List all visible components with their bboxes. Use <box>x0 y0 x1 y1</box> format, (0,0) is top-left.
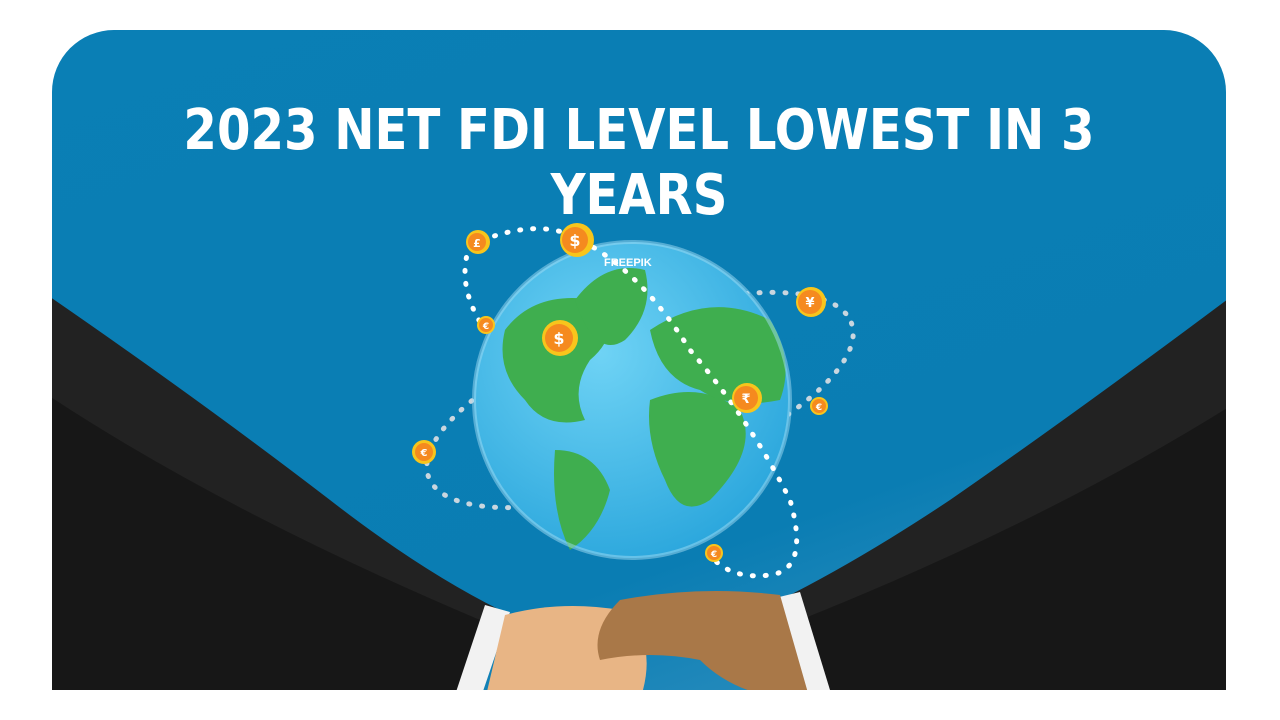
coin-dollar-icon: $ <box>560 223 594 257</box>
right-cuff <box>775 592 830 690</box>
coin-euro-icon: € <box>810 397 828 415</box>
svg-text:€: € <box>815 403 822 413</box>
coin-euro-icon: € <box>477 316 495 334</box>
watermark: FREEPIK <box>604 257 652 269</box>
coin-dollar-icon: $ <box>542 320 578 356</box>
svg-text:€: € <box>420 448 428 459</box>
svg-text:$: $ <box>553 329 564 348</box>
headline: 2023 NET FDI LEVEL LOWEST IN 3 YEARS <box>183 98 1095 228</box>
svg-text:€: € <box>482 322 489 332</box>
coin-euro-icon: € <box>412 440 436 464</box>
orbit-path <box>424 289 856 511</box>
coin-yen-icon: ¥ <box>796 287 826 317</box>
coin-rupee-icon: ₹ <box>732 383 762 413</box>
coin-euro-icon: € <box>705 544 723 562</box>
svg-text:€: € <box>710 550 717 560</box>
left-cuff <box>456 605 510 690</box>
svg-text:$: $ <box>569 231 580 250</box>
coin-pound-icon: £ <box>466 230 490 254</box>
right-hand <box>597 591 808 690</box>
svg-text:₹: ₹ <box>741 392 750 407</box>
svg-text:£: £ <box>473 237 481 250</box>
svg-text:¥: ¥ <box>805 296 814 311</box>
globe <box>472 240 792 560</box>
orbit-path-front <box>467 226 800 579</box>
